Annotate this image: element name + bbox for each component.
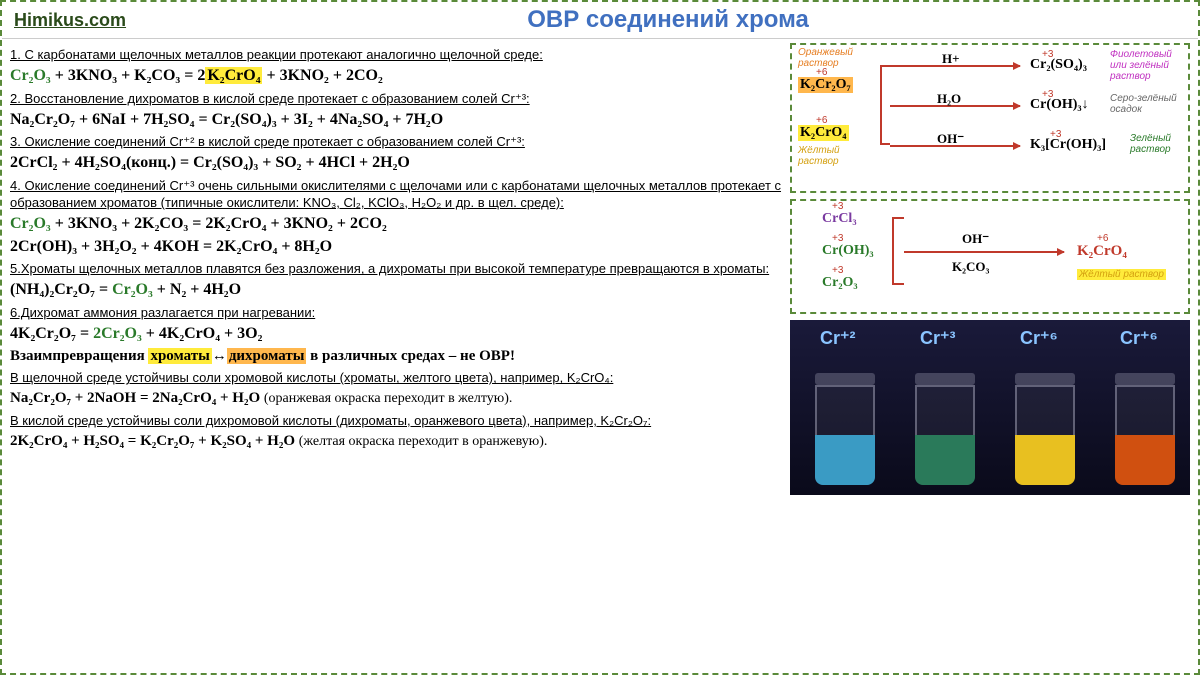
- eq-4: Cr₂O₃ + 3KNO₃ + 2K₂CO₃ = 2K₂CrO₄ + 3KNO₂…: [10, 214, 782, 235]
- header: Himikus.com ОВР соединений хрома: [2, 2, 1198, 39]
- eq-5: 2Cr(OH)₃ + 3H₂O₂ + 4KOH = 2K₂CrO₄ + 8H₂O: [10, 237, 782, 258]
- eq-6: (NH₄)₂Cr₂O₇ = Cr₂O₃ + N₂ + 4H₂O: [10, 280, 782, 301]
- diagram-2: CrCl₃ +3 Cr(OH)₃ +3 Cr₂O₃ +3 OH⁻ K₂CO₃ K…: [790, 199, 1190, 314]
- rule-8: В кислой среде устойчивы соли дихромовой…: [10, 413, 782, 430]
- left-column: 1. С карбонатами щелочных металлов реакц…: [10, 43, 790, 495]
- eq-7: 4K₂Cr₂O₇ = 2Cr₂O₃ + 4K₂CrO₄ + 3O₂: [10, 324, 782, 345]
- eq-2: Na₂Cr₂O₇ + 6NaI + 7H₂SO₄ = Cr₂(SO₄)₃ + 3…: [10, 110, 782, 131]
- rule-2: 2. Восстановление дихроматов в кислой ср…: [10, 91, 782, 108]
- rule-5: 5.Хроматы щелочных металлов плавятся без…: [10, 261, 782, 278]
- rule-7: В щелочной среде устойчивы соли хромовой…: [10, 370, 782, 387]
- site-link[interactable]: Himikus.com: [2, 4, 138, 37]
- rule-6: 6.Дихромат аммония разлагается при нагре…: [10, 305, 782, 322]
- diagram-1: Оранжевый раствор K₂Cr₂O₇ +6 K₂CrO₄ +6 Ж…: [790, 43, 1190, 193]
- eq-8: Na₂Cr₂O₇ + 2NaOH = 2Na₂CrO₄ + H₂O (оранж…: [10, 389, 782, 409]
- right-column: Оранжевый раствор K₂Cr₂O₇ +6 K₂CrO₄ +6 Ж…: [790, 43, 1190, 495]
- main: 1. С карбонатами щелочных металлов реакц…: [2, 39, 1198, 499]
- eq-9: 2K₂CrO₄ + H₂SO₄ = K₂Cr₂O₇ + K₂SO₄ + H₂O …: [10, 432, 782, 452]
- rule-1: 1. С карбонатами щелочных металлов реакц…: [10, 47, 782, 64]
- photo-beakers: Cr⁺² Cr⁺³ Cr⁺⁶ Cr⁺⁶: [790, 320, 1190, 495]
- page-title: ОВР соединений хрома: [138, 2, 1198, 38]
- rule-3: 3. Окисление соединений Cr⁺² в кислой ср…: [10, 134, 782, 151]
- rule-4: 4. Окисление соединений Cr⁺³ очень сильн…: [10, 178, 782, 212]
- interconversion: Взаимпревращения хроматы↔дихроматы в раз…: [10, 347, 782, 367]
- eq-1: Cr₂O₃ + 3KNO₃ + K₂CO₃ = 2K₂CrO₄ + 3KNO₂ …: [10, 66, 782, 87]
- eq-3: 2CrCl₂ + 4H₂SO₄(конц.) = Cr₂(SO₄)₃ + SO₂…: [10, 153, 782, 174]
